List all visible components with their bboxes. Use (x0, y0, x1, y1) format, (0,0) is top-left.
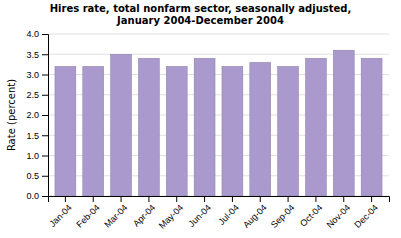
bars (55, 50, 382, 196)
y-tick-mark (42, 75, 48, 76)
x-tick-mark (65, 196, 66, 202)
y-tick-mark (42, 156, 48, 157)
x-tick-mark (121, 196, 122, 202)
y-tick: 4.0 (26, 29, 48, 39)
chart-title: Hires rate, total nonfarm sector, season… (50, 3, 352, 26)
x-tick: Aug-04 (241, 196, 269, 230)
y-tick: 0.0 (26, 191, 48, 201)
y-tick-label: 1.0 (26, 151, 39, 161)
bar (305, 58, 326, 196)
y-tick: 0.5 (26, 171, 48, 181)
x-tick-label: Aug-04 (241, 202, 269, 230)
grid (48, 34, 389, 196)
x-tick-label: Sep-04 (269, 202, 297, 230)
x-tick-label: Feb-04 (74, 202, 101, 229)
bar (278, 66, 299, 196)
bar (83, 66, 104, 196)
y-tick-mark (42, 176, 48, 177)
plot-area: 0.00.51.01.52.02.53.03.54.0Jan-04Feb-04M… (26, 29, 389, 230)
x-tick-mark (93, 196, 94, 202)
x-tick: Jan-04 (47, 196, 74, 229)
bar (250, 62, 271, 196)
y-axis: 0.0 0.5 1.0 1.5 2.0 2.5 3.0 3.5 4.0 (26, 29, 48, 201)
x-tick-label: Jun-04 (186, 202, 213, 229)
bar (55, 66, 76, 196)
y-tick-mark (42, 135, 48, 136)
y-tick: 2.0 (26, 110, 48, 120)
x-tick: May-04 (157, 196, 185, 231)
bar (222, 66, 243, 196)
x-tick-label: Dec-04 (352, 202, 380, 230)
x-tick: Apr-04 (131, 196, 157, 229)
chart-svg: 0.00.51.01.52.02.53.03.54.0Jan-04Feb-04M… (0, 0, 401, 238)
y-tick-label: 3.0 (26, 70, 39, 80)
y-tick-label: 0.5 (26, 171, 39, 181)
y-tick-label: 0.0 (26, 191, 39, 201)
x-tick-label: May-04 (157, 202, 185, 230)
x-tick-label: Oct-04 (298, 202, 324, 228)
bar (111, 54, 132, 196)
x-tick-mark (260, 196, 261, 202)
y-tick: 1.5 (26, 131, 48, 141)
x-tick-mark (371, 196, 372, 202)
bar (361, 58, 382, 196)
x-tick-label: Nov-04 (325, 202, 353, 230)
x-tick: Oct-04 (298, 196, 324, 229)
x-tick: Dec-04 (352, 196, 380, 230)
x-tick-mark (176, 196, 177, 202)
grid-line (48, 34, 389, 35)
y-tick: 2.5 (26, 90, 48, 100)
x-tick-mark (343, 196, 344, 202)
bar (166, 66, 187, 196)
x-axis: Jan-04Feb-04Mar-04Apr-04May-04Jun-04Jul-… (47, 196, 389, 231)
bar (333, 50, 354, 196)
x-tick-label: Mar-04 (102, 202, 129, 229)
y-tick: 3.5 (26, 50, 48, 60)
x-axis-line (49, 197, 390, 203)
y-tick-mark (42, 196, 48, 197)
x-tick-mark (315, 196, 316, 202)
x-tick: Jul-04 (216, 196, 240, 227)
y-tick-label: 2.5 (26, 90, 39, 100)
x-tick-mark (288, 196, 289, 202)
y-tick-mark (42, 54, 48, 55)
y-axis-title: Rate (percent) (6, 79, 17, 151)
y-tick-mark (42, 115, 48, 116)
x-tick: Mar-04 (102, 196, 129, 230)
x-tick-label: Apr-04 (131, 202, 157, 228)
y-tick: 1.0 (26, 151, 48, 161)
y-tick-label: 2.0 (26, 110, 39, 120)
y-tick: 3.0 (26, 70, 48, 80)
y-tick-label: 1.5 (26, 131, 39, 141)
x-tick-mark (148, 196, 149, 202)
x-tick-mark (204, 196, 205, 202)
bar (194, 58, 215, 196)
bar (138, 58, 159, 196)
x-tick-label: Jul-04 (216, 202, 240, 226)
chart-container: 0.00.51.01.52.02.53.03.54.0Jan-04Feb-04M… (0, 0, 401, 238)
y-axis-line (42, 35, 49, 197)
y-tick-mark (42, 34, 48, 35)
y-tick-mark (42, 95, 48, 96)
x-tick: Feb-04 (74, 196, 101, 230)
x-tick-mark (232, 196, 233, 202)
x-tick: Sep-04 (269, 196, 297, 230)
y-tick-label: 4.0 (26, 29, 39, 39)
x-tick: Jun-04 (186, 196, 213, 229)
y-tick-label: 3.5 (26, 50, 39, 60)
x-tick-label: Jan-04 (47, 202, 74, 229)
x-tick: Nov-04 (325, 196, 353, 230)
